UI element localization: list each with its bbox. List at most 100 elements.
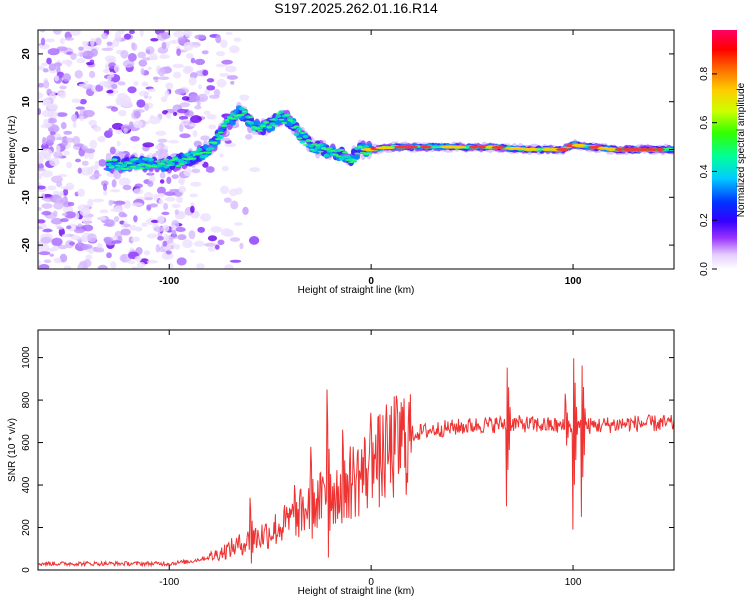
- colorbar-tick-label: 0.6: [699, 115, 710, 129]
- noise-blob: [50, 110, 59, 119]
- noise-blob: [90, 165, 99, 171]
- noise-blob: [164, 191, 176, 196]
- noise-blob: [165, 82, 174, 90]
- noise-blob: [245, 133, 253, 140]
- y-tick-label: 600: [21, 434, 32, 451]
- noise-blob: [215, 34, 222, 44]
- bottom-y-axis-label: SNR (10 * v/v): [7, 418, 18, 482]
- noise-blob: [120, 228, 131, 236]
- noise-blob: [98, 159, 107, 167]
- noise-blob: [95, 84, 104, 92]
- noise-blob: [148, 203, 158, 208]
- ridge-peak: [491, 145, 506, 149]
- noise-blob: [178, 179, 185, 184]
- noise-blob: [114, 35, 122, 42]
- ridge-blob: [275, 114, 282, 119]
- noise-blob: [60, 218, 69, 223]
- noise-blob: [102, 68, 111, 74]
- ridge-blob: [163, 158, 170, 161]
- noise-blob: [38, 108, 42, 115]
- noise-blob: [45, 38, 55, 43]
- ridge-blob: [190, 157, 197, 160]
- noise-blob: [68, 241, 76, 246]
- noise-blob: [141, 222, 148, 228]
- noise-blob: [107, 75, 112, 82]
- ridge-blob: [272, 124, 279, 127]
- noise-blob: [46, 134, 56, 144]
- noise-blob: [174, 243, 180, 250]
- noise-blob: [138, 90, 150, 97]
- noise-blob: [89, 59, 95, 65]
- noise-blob: [157, 236, 165, 241]
- noise-blob: [209, 94, 220, 99]
- noise-blob: [229, 237, 241, 242]
- noise-blob: [140, 67, 145, 75]
- snr-area: [38, 358, 674, 568]
- ridge-blob: [132, 158, 139, 161]
- noise-blob: [92, 247, 105, 252]
- noise-blob: [154, 79, 159, 83]
- ridge-blob: [357, 146, 364, 149]
- noise-blob: [165, 250, 172, 255]
- noise-blob: [61, 212, 68, 216]
- noise-blob: [155, 130, 167, 136]
- noise-blob: [90, 37, 95, 47]
- noise-blob: [201, 50, 209, 55]
- noise-blob: [196, 100, 201, 107]
- noise-blob: [190, 115, 202, 124]
- noise-blob: [181, 96, 190, 101]
- ridge-blob: [117, 162, 124, 165]
- noise-blob: [147, 95, 153, 100]
- noise-blob: [43, 118, 49, 123]
- noise-blob: [41, 170, 53, 178]
- noise-blob: [64, 37, 75, 41]
- y-tick-label: 0: [21, 567, 32, 573]
- noise-blob: [47, 185, 57, 191]
- noise-blob: [123, 223, 131, 228]
- noise-blob: [123, 127, 128, 134]
- noise-blob: [141, 81, 149, 87]
- noise-blob: [38, 172, 43, 180]
- noise-blob: [88, 119, 97, 127]
- ridge-blob: [126, 162, 133, 165]
- ridge-blob: [196, 147, 203, 152]
- noise-blob: [157, 193, 166, 198]
- noise-blob: [44, 228, 52, 232]
- noise-blob: [87, 198, 94, 207]
- noise-blob: [83, 244, 93, 249]
- noise-blob: [77, 204, 90, 212]
- noise-blob: [48, 63, 57, 71]
- noise-blob: [106, 252, 112, 259]
- noise-blob: [118, 211, 126, 218]
- noise-blob: [239, 242, 244, 250]
- noise-blob: [189, 94, 201, 103]
- noise-blob: [182, 239, 193, 249]
- noise-blob: [233, 37, 242, 42]
- noise-blob: [249, 167, 261, 173]
- ridge-blob: [329, 149, 336, 152]
- ridge-blob: [229, 117, 236, 120]
- ridge-peak: [645, 148, 659, 151]
- noise-blob: [131, 266, 139, 269]
- noise-blob: [59, 253, 68, 263]
- noise-blob: [185, 52, 194, 59]
- ridge-blob: [278, 118, 285, 121]
- noise-blob: [110, 188, 121, 193]
- ridge-peak: [571, 143, 587, 147]
- noise-blob: [188, 123, 197, 127]
- noise-blob: [176, 48, 182, 56]
- ridge-blob: [284, 114, 291, 117]
- noise-blob: [118, 177, 131, 186]
- noise-blob: [41, 193, 46, 201]
- noise-blob: [70, 52, 77, 61]
- noise-blob: [142, 57, 151, 61]
- noise-blob: [190, 181, 202, 187]
- ridge-blob: [160, 162, 167, 165]
- noise-blob: [105, 219, 115, 227]
- ridge-blob: [566, 146, 573, 149]
- noise-blob: [62, 150, 70, 156]
- ridge-blob: [223, 118, 230, 121]
- noise-blob: [82, 109, 95, 118]
- noise-blob: [216, 78, 227, 88]
- noise-blob: [73, 228, 86, 234]
